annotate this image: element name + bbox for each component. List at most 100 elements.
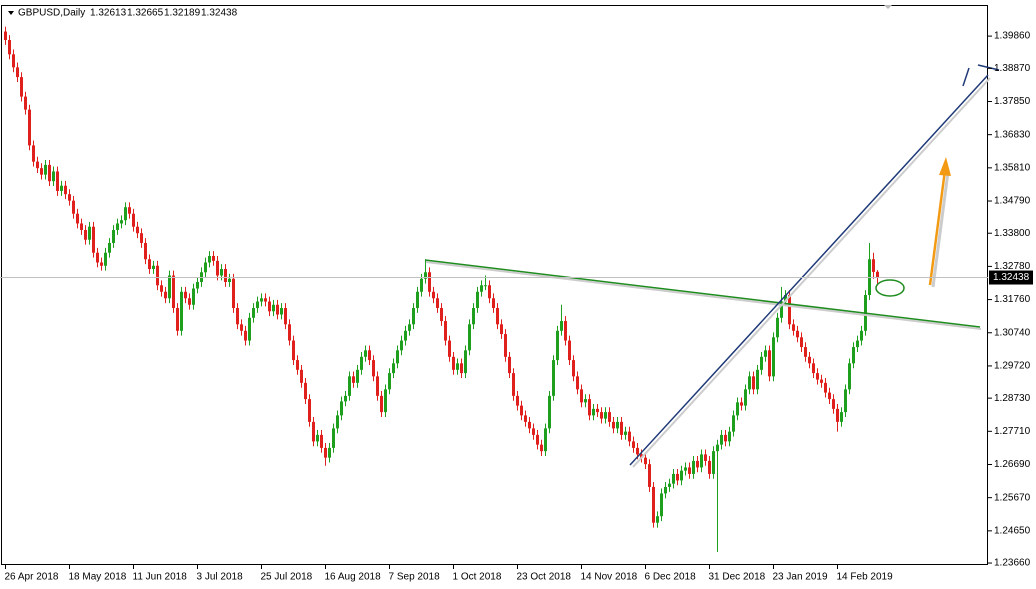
- candle-body: [608, 412, 611, 422]
- ohlc-close: 1.32438: [201, 8, 238, 19]
- candle-body: [780, 301, 783, 318]
- candle-body: [396, 350, 399, 364]
- candle-body: [696, 460, 699, 468]
- candle-body: [12, 54, 15, 68]
- candle-body: [808, 356, 811, 364]
- y-tick-label: 1.32780: [994, 261, 1031, 272]
- candle-body: [416, 291, 419, 309]
- candle-body: [804, 347, 807, 357]
- candle-body: [460, 363, 463, 374]
- candle-body: [668, 483, 671, 487]
- candle-body: [4, 31, 7, 41]
- last-price-box: [989, 270, 1033, 285]
- candle-body: [96, 252, 99, 263]
- candle-body: [784, 295, 787, 302]
- y-tick-label: 1.36830: [994, 129, 1031, 140]
- y-tick-label: 1.31760: [994, 294, 1031, 305]
- candle-body: [272, 304, 275, 312]
- plot-frame: [1, 5, 988, 565]
- candle-body: [432, 291, 435, 299]
- candle-body: [548, 395, 551, 429]
- candle-body: [632, 441, 635, 448]
- candle-body: [308, 399, 311, 422]
- candle-body: [356, 369, 359, 383]
- candle-body: [152, 265, 155, 270]
- y-tick-label: 1.33800: [994, 228, 1031, 239]
- menu-triangle[interactable]: [8, 11, 14, 15]
- candle-body: [732, 415, 735, 432]
- candle-body: [100, 262, 103, 266]
- candle-body: [836, 408, 839, 422]
- candle-body: [36, 161, 39, 169]
- y-tick-label: 1.35810: [994, 162, 1031, 173]
- candle-body: [708, 460, 711, 474]
- candle-body: [484, 285, 487, 287]
- candle-body: [120, 220, 123, 224]
- candle-body: [752, 376, 755, 390]
- candle-body: [828, 392, 831, 400]
- y-tick-label: 1.25670: [994, 492, 1031, 503]
- candle-body: [28, 109, 31, 146]
- candle-body: [240, 324, 243, 331]
- candle-body: [284, 308, 287, 325]
- candle-body: [184, 291, 187, 299]
- candle-body: [116, 223, 119, 230]
- candle-body: [380, 395, 383, 413]
- candle-body: [612, 421, 615, 429]
- candle-body: [656, 516, 659, 523]
- candle-body: [212, 255, 215, 261]
- candle-body: [168, 275, 171, 299]
- candle-body: [40, 168, 43, 175]
- candle-body: [320, 434, 323, 448]
- y-tick-label: 1.30740: [994, 327, 1031, 338]
- y-tick-label: 1.38870: [994, 63, 1031, 74]
- candle-body: [424, 272, 427, 279]
- candle-body: [564, 321, 567, 341]
- candle-body: [180, 291, 183, 331]
- candle-body: [456, 363, 459, 370]
- candle-body: [616, 421, 619, 429]
- candle-body: [860, 330, 863, 341]
- candle-body: [756, 369, 759, 390]
- candle-body: [740, 402, 743, 406]
- candle-body: [172, 275, 175, 309]
- candle-body: [848, 363, 851, 390]
- candle-body: [136, 226, 139, 234]
- candle-body: [428, 272, 431, 292]
- ohlc-high: 1.32665: [127, 8, 164, 19]
- candle-body: [556, 330, 559, 361]
- candle-body: [312, 421, 315, 442]
- candle-body: [872, 259, 875, 272]
- candle-body: [32, 145, 35, 162]
- x-tick-label: 18 May 2018: [69, 572, 127, 583]
- candle-body: [84, 229, 87, 240]
- candle-body: [744, 389, 747, 406]
- drawings: [424, 64, 1000, 468]
- candle-body: [140, 233, 143, 243]
- candle-body: [256, 301, 259, 309]
- candle-body: [60, 185, 63, 191]
- candle-body: [684, 467, 687, 471]
- candle-body: [220, 269, 223, 276]
- candle-body: [588, 399, 591, 416]
- candle-body: [528, 421, 531, 429]
- candle-body: [768, 350, 771, 377]
- candle-body: [352, 376, 355, 383]
- candle-body: [660, 493, 663, 517]
- candle-body: [820, 379, 823, 383]
- candle-body: [260, 298, 263, 302]
- candle-body: [16, 67, 19, 78]
- candle-body: [148, 259, 151, 270]
- candle-body: [664, 486, 667, 494]
- candle-body: [716, 444, 719, 452]
- candle-body: [392, 363, 395, 374]
- candle-body: [628, 431, 631, 442]
- candle-body: [452, 356, 455, 370]
- candle-body: [76, 213, 79, 224]
- candle-body: [8, 40, 11, 55]
- candle-body: [720, 434, 723, 445]
- trend-line: [629, 74, 989, 466]
- candle-body: [792, 324, 795, 331]
- candle-body: [128, 207, 131, 214]
- candle-body: [268, 301, 271, 312]
